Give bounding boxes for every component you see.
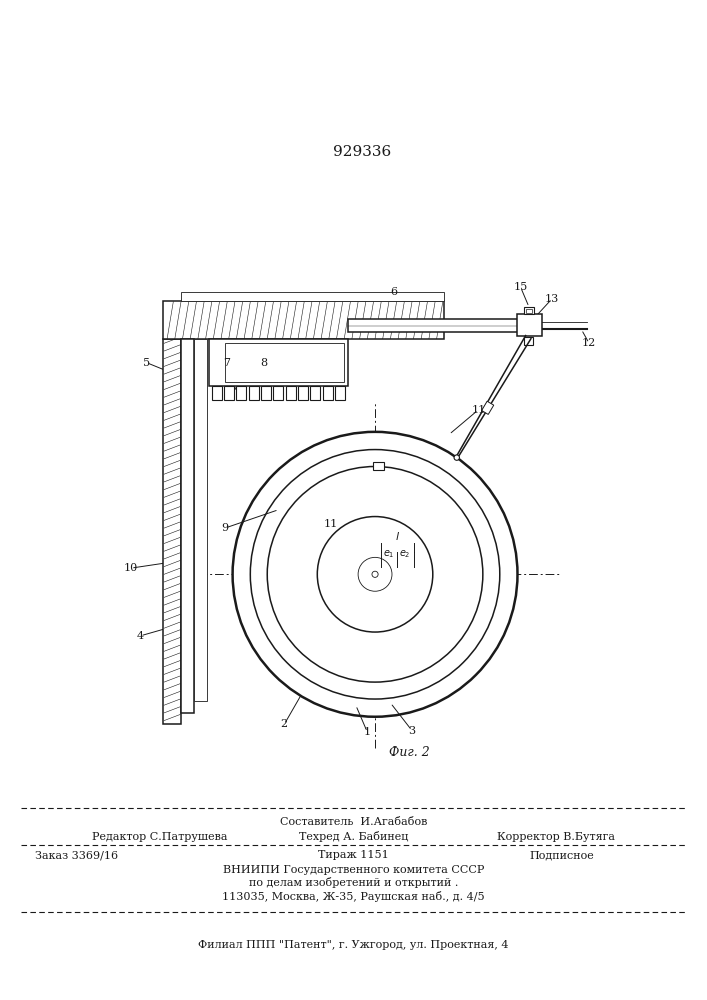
Bar [335, 386, 345, 400]
Text: 8: 8 [260, 358, 267, 368]
Text: 4: 4 [136, 631, 144, 641]
Text: 1: 1 [364, 727, 371, 737]
Text: 2: 2 [281, 719, 288, 729]
Bar [310, 386, 320, 400]
Circle shape [250, 450, 500, 699]
Bar [348, 319, 529, 332]
Text: Составитель  И.Агабабов: Составитель И.Агабабов [280, 817, 427, 827]
Bar [163, 301, 444, 339]
Text: 13: 13 [545, 294, 559, 304]
Text: по делам изобретений и открытий .: по делам изобретений и открытий . [249, 878, 458, 888]
Circle shape [454, 455, 460, 460]
Bar [526, 309, 532, 312]
Circle shape [317, 517, 433, 632]
Bar [249, 386, 259, 400]
Text: Фиг. 2: Фиг. 2 [390, 746, 430, 759]
Text: 11: 11 [471, 405, 486, 415]
Bar [224, 386, 234, 400]
Text: Филиал ППП "Патент", г. Ужгород, ул. Проектная, 4: Филиал ППП "Патент", г. Ужгород, ул. Про… [198, 940, 509, 950]
Text: 113035, Москва, Ж-35, Раушская наб., д. 4/5: 113035, Москва, Ж-35, Раушская наб., д. … [222, 890, 485, 902]
Text: Подписное: Подписное [529, 850, 594, 860]
Text: Корректор В.Бутяга: Корректор В.Бутяга [497, 832, 615, 842]
Bar [209, 339, 348, 386]
Text: $e_2$: $e_2$ [399, 548, 411, 560]
Text: 10: 10 [124, 563, 138, 573]
Text: 5: 5 [143, 358, 150, 368]
Text: 6: 6 [391, 287, 398, 297]
Text: Заказ 3369/16: Заказ 3369/16 [35, 850, 119, 860]
Text: 9: 9 [221, 523, 228, 533]
Bar [181, 339, 194, 713]
Text: 929336: 929336 [333, 145, 391, 159]
Bar [518, 314, 542, 336]
Bar [286, 386, 296, 400]
Bar [298, 386, 308, 400]
Text: ВНИИПИ Государственного комитета СССР: ВНИИПИ Государственного комитета СССР [223, 865, 484, 875]
Bar [524, 337, 533, 345]
Text: Тираж 1151: Тираж 1151 [318, 850, 389, 860]
Text: $e_1$: $e_1$ [383, 548, 395, 560]
Text: 3: 3 [409, 726, 416, 736]
Bar [274, 386, 284, 400]
Bar [212, 386, 222, 400]
Text: 12: 12 [582, 338, 596, 348]
Bar [525, 307, 534, 314]
Bar [194, 339, 207, 701]
Text: $l$: $l$ [395, 530, 400, 542]
Text: Техред А. Бабинец: Техред А. Бабинец [299, 832, 408, 842]
Bar [322, 386, 333, 400]
Bar [163, 339, 181, 724]
Text: Редактор С.Патрушева: Редактор С.Патрушева [92, 832, 228, 842]
Bar [236, 386, 247, 400]
Bar [181, 292, 444, 301]
Bar [225, 343, 344, 382]
Text: 11: 11 [323, 519, 337, 529]
Bar [261, 386, 271, 400]
Text: 15: 15 [513, 282, 527, 292]
Text: 7: 7 [223, 358, 230, 368]
Circle shape [267, 466, 483, 682]
Bar [481, 401, 493, 414]
Circle shape [233, 432, 518, 717]
Circle shape [358, 557, 392, 591]
Bar [373, 462, 384, 470]
